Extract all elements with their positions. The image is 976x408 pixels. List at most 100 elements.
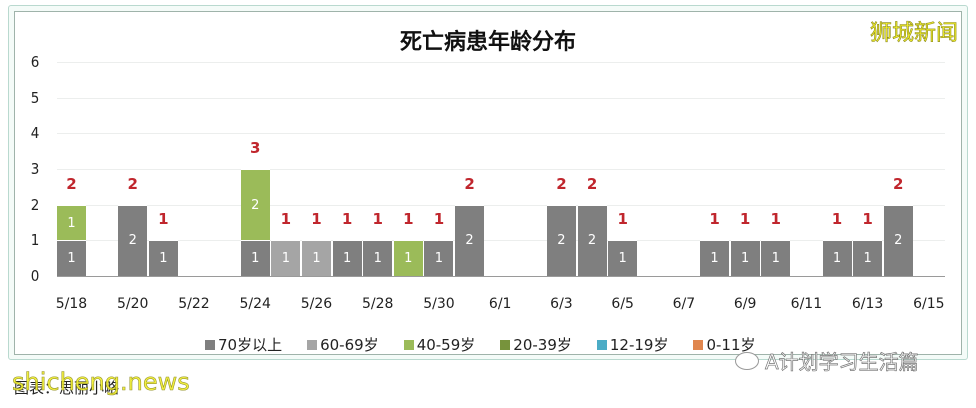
y-tick-label: 3	[30, 160, 40, 178]
total-label: 1	[311, 210, 322, 229]
chart-title: 死亡病患年龄分布	[399, 30, 576, 55]
x-tick-label: 5/30	[423, 296, 455, 312]
bar-segment: 1	[393, 240, 423, 276]
legend-item: 12-19岁	[596, 334, 668, 355]
watermark-top: 狮城新闻	[869, 21, 959, 47]
legend-item: 60-69岁	[307, 334, 379, 355]
chart-caption: 图表：思丽小略	[14, 379, 120, 397]
x-tick-label: 6/3	[550, 296, 573, 312]
bar-segment: 2	[546, 204, 576, 276]
total-label: 2	[893, 174, 904, 193]
bar-segment: 2	[883, 204, 913, 276]
legend-label: 40-59岁	[416, 336, 476, 354]
x-tick-label: 6/7	[672, 296, 696, 312]
bar-segment: 1	[57, 204, 86, 241]
total-label: 1	[158, 210, 169, 229]
bar-segment: 1	[332, 240, 362, 276]
total-label: 1	[831, 210, 843, 229]
bar-segment: 2	[240, 169, 270, 241]
x-tick-label: 5/24	[239, 296, 271, 312]
wechat-icon	[735, 351, 759, 370]
legend-item: 70岁以上	[205, 334, 282, 355]
total-label: 1	[709, 210, 720, 229]
x-tick-label: 5/28	[361, 296, 394, 312]
bar-segment: 1	[822, 240, 852, 276]
bar-segment: 1	[700, 240, 730, 276]
y-tick-label: 5	[30, 88, 40, 107]
y-tick-label: 0	[30, 267, 40, 285]
total-label: 2	[127, 174, 138, 193]
bar-segment: 2	[577, 204, 607, 276]
legend: 70岁以上 60-69岁 40-59岁 20-39岁 12-19岁 0-11岁	[205, 334, 756, 355]
legend-label: 20-39岁	[513, 336, 572, 354]
legend-swatch	[693, 339, 704, 350]
x-tick-label: 6/1	[488, 296, 512, 312]
legend-swatch	[403, 339, 414, 350]
bar-segment: 1	[271, 240, 301, 276]
y-tick-label: 6	[30, 53, 40, 71]
watermark-bottom: shicheng.news	[12, 368, 190, 397]
wechat-account: A计划学习生活篇	[765, 350, 919, 375]
total-label: 1	[341, 210, 353, 229]
legend-swatch	[596, 339, 607, 350]
total-label: 3	[250, 139, 261, 157]
x-axis-line	[57, 276, 945, 277]
x-tick-label: 6/5	[611, 296, 634, 312]
total-label: 2	[586, 174, 598, 193]
wechat-watermark: A计划学习生活篇	[735, 346, 919, 375]
legend-label: 60-69岁	[320, 336, 379, 354]
y-tick-label: 2	[30, 195, 40, 214]
legend-item: 40-59岁	[403, 334, 476, 355]
x-tick-label: 5/18	[55, 296, 88, 312]
bar-segment: 2	[455, 204, 485, 276]
legend-swatch	[307, 339, 318, 350]
bar-segment: 1	[57, 240, 86, 276]
bar-segment: 1	[363, 240, 393, 276]
gridline	[57, 133, 945, 135]
y-tick-label: 1	[30, 231, 40, 250]
legend-item: 0-11岁	[693, 334, 756, 355]
bar-segment: 1	[730, 240, 760, 276]
gridline	[57, 97, 945, 99]
bar-segment: 1	[424, 240, 454, 276]
y-tick-label: 4	[30, 124, 40, 143]
bar-segment: 1	[148, 240, 178, 276]
x-tick-label: 6/11	[790, 296, 823, 312]
bar-segment: 1	[853, 240, 883, 276]
total-label: 1	[433, 210, 445, 229]
x-tick-label: 5/26	[300, 296, 333, 312]
total-label: 1	[403, 210, 414, 229]
legend-label: 70岁以上	[218, 336, 283, 354]
total-label: 2	[556, 174, 567, 193]
legend-label: 0-11岁	[706, 336, 756, 354]
total-label: 2	[66, 174, 77, 193]
gridline	[57, 62, 945, 63]
bar-segment: 1	[240, 240, 270, 276]
bar-segment: 1	[301, 240, 331, 276]
legend-item: 20-39岁	[500, 334, 572, 355]
x-tick-label: 6/9	[733, 296, 757, 312]
gridline	[57, 169, 945, 170]
gridline	[57, 204, 945, 206]
bar-segment: 1	[608, 240, 638, 276]
total-label: 1	[739, 210, 751, 229]
